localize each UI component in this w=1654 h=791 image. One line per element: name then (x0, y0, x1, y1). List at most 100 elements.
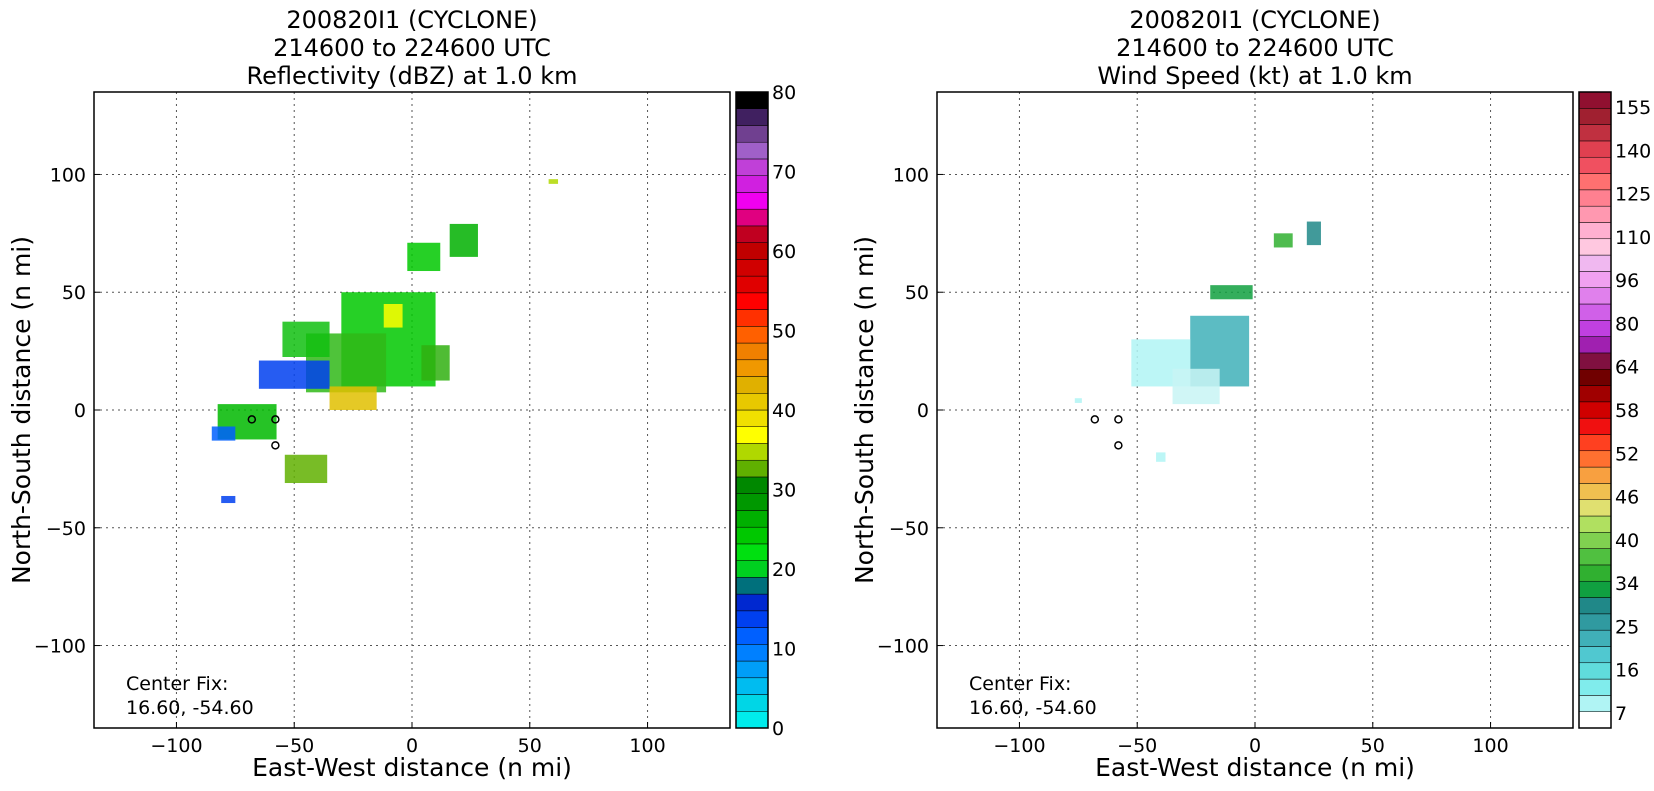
colorbar-segment (1578, 450, 1612, 468)
colorbar-segment (735, 493, 769, 511)
wind-speed-panel: 200820I1 (CYCLONE) 214600 to 224600 UTC … (850, 6, 1651, 782)
colorbar-segment (735, 158, 769, 176)
colorbar-segment (735, 593, 769, 612)
colorbar-segment (735, 242, 769, 260)
colorbar-segment (735, 526, 769, 545)
left-y-axis-label: North-South distance (n mi) (7, 236, 36, 584)
colorbar-segment (1578, 352, 1612, 370)
colorbar-segment (735, 275, 769, 294)
colorbar-segment (1578, 613, 1612, 631)
colorbar-tick-label: 40 (772, 400, 796, 422)
colorbar-tick-label: 70 (772, 162, 796, 184)
colorbar-tick-label: 155 (1615, 97, 1651, 119)
colorbar-segment (735, 644, 769, 662)
left-title-line-3: Reflectivity (dBZ) at 1.0 km (247, 62, 578, 90)
colorbar-tick-label: 58 (1615, 400, 1639, 422)
colorbar-segment (1578, 483, 1612, 500)
data-region (1172, 368, 1220, 405)
colorbar-segment (735, 677, 769, 695)
colorbar-segment (735, 577, 769, 595)
x-tick-label: 50 (1361, 735, 1385, 757)
colorbar-segment (735, 259, 769, 277)
colorbar-tick-label: 34 (1615, 573, 1639, 595)
colorbar-segment (735, 660, 769, 679)
colorbar-segment (735, 409, 769, 427)
data-region (1273, 233, 1293, 248)
colorbar-segment (1578, 597, 1612, 615)
x-tick-label: 0 (406, 735, 418, 757)
colorbar-tick-label: 10 (772, 639, 796, 661)
colorbar-segment (1578, 368, 1612, 386)
colorbar-segment (735, 711, 769, 729)
y-tick-label: 50 (62, 282, 86, 304)
left-title-line-1: 200820I1 (CYCLONE) (286, 6, 537, 34)
left-colorbar: 0 10 20 30 40 50 60 70 80 (735, 82, 796, 740)
y-tick-label: 0 (74, 400, 86, 422)
data-region (221, 495, 236, 504)
colorbar-segment (735, 225, 769, 243)
colorbar-segment (735, 342, 769, 361)
colorbar-segment (735, 108, 769, 126)
left-plot-area (93, 91, 731, 729)
data-region (329, 386, 377, 410)
data-region (1156, 452, 1166, 462)
colorbar-segment (1578, 711, 1612, 729)
x-tick-label: 0 (1249, 735, 1261, 757)
data-region (258, 360, 330, 389)
right-axis-ticks: −100 −50 0 50 100 −100 −50 0 50 100 (877, 164, 1509, 757)
colorbar-segment (735, 560, 769, 578)
y-tick-label: −50 (889, 518, 929, 540)
colorbar-segment (1578, 662, 1612, 680)
colorbar-tick-label: 30 (772, 480, 796, 502)
colorbar-tick-label: 110 (1615, 227, 1651, 249)
colorbar-segment (1578, 156, 1612, 174)
center-marker (271, 415, 280, 424)
colorbar-segment (1578, 580, 1612, 598)
colorbar-segment (1578, 271, 1612, 288)
right-title-line-2: 214600 to 224600 UTC (1116, 34, 1394, 62)
x-tick-label: −50 (1117, 735, 1157, 757)
colorbar-segment (735, 175, 769, 193)
colorbar-frame (735, 91, 769, 729)
colorbar-segment (735, 627, 769, 645)
colorbar-segment (735, 393, 769, 411)
x-tick-label: 100 (1472, 735, 1508, 757)
colorbar-segment (1578, 222, 1612, 240)
colorbar-tick-label: 125 (1615, 184, 1651, 206)
left-annotation-line-2: 16.60, -54.60 (126, 697, 254, 719)
left-x-axis-label: East-West distance (n mi) (252, 753, 572, 782)
colorbar-tick-label: 0 (772, 718, 784, 740)
center-marker (1090, 415, 1100, 424)
colorbar-segment (735, 192, 769, 210)
y-tick-label: 100 (893, 164, 929, 186)
colorbar-segment (1578, 515, 1612, 533)
right-y-axis-label: North-South distance (n mi) (850, 236, 879, 584)
data-region (407, 242, 441, 272)
colorbar-tick-label: 96 (1615, 270, 1639, 292)
colorbar-segment (1578, 124, 1612, 142)
colorbar-tick-label: 60 (772, 241, 796, 263)
colorbar-segment (1578, 532, 1612, 549)
colorbar-tick-label: 46 (1615, 487, 1639, 509)
colorbar-segment (1578, 336, 1612, 354)
colorbar-segment (735, 543, 769, 561)
data-region (1210, 285, 1253, 300)
colorbar-frame (1578, 91, 1612, 729)
x-tick-label: 100 (629, 735, 665, 757)
colorbar-segment (1578, 91, 1612, 109)
colorbar-tick-label: 50 (772, 321, 796, 343)
colorbar-segment (735, 459, 769, 478)
colorbar-segment (1578, 401, 1612, 419)
data-region (548, 179, 559, 184)
data-region (1074, 398, 1082, 403)
data-region (383, 304, 403, 328)
right-title-line-3: Wind Speed (kt) at 1.0 km (1097, 62, 1412, 90)
colorbar-segment (735, 125, 769, 143)
x-tick-label: −50 (274, 735, 314, 757)
left-wind-barbs (247, 415, 280, 450)
center-marker (271, 441, 280, 450)
right-grid (937, 92, 1573, 728)
right-annotation-line-1: Center Fix: (969, 673, 1071, 695)
right-colorbar: 155 140 125 110 96 80 64 58 52 46 40 34 25 16 7 (1578, 91, 1651, 729)
